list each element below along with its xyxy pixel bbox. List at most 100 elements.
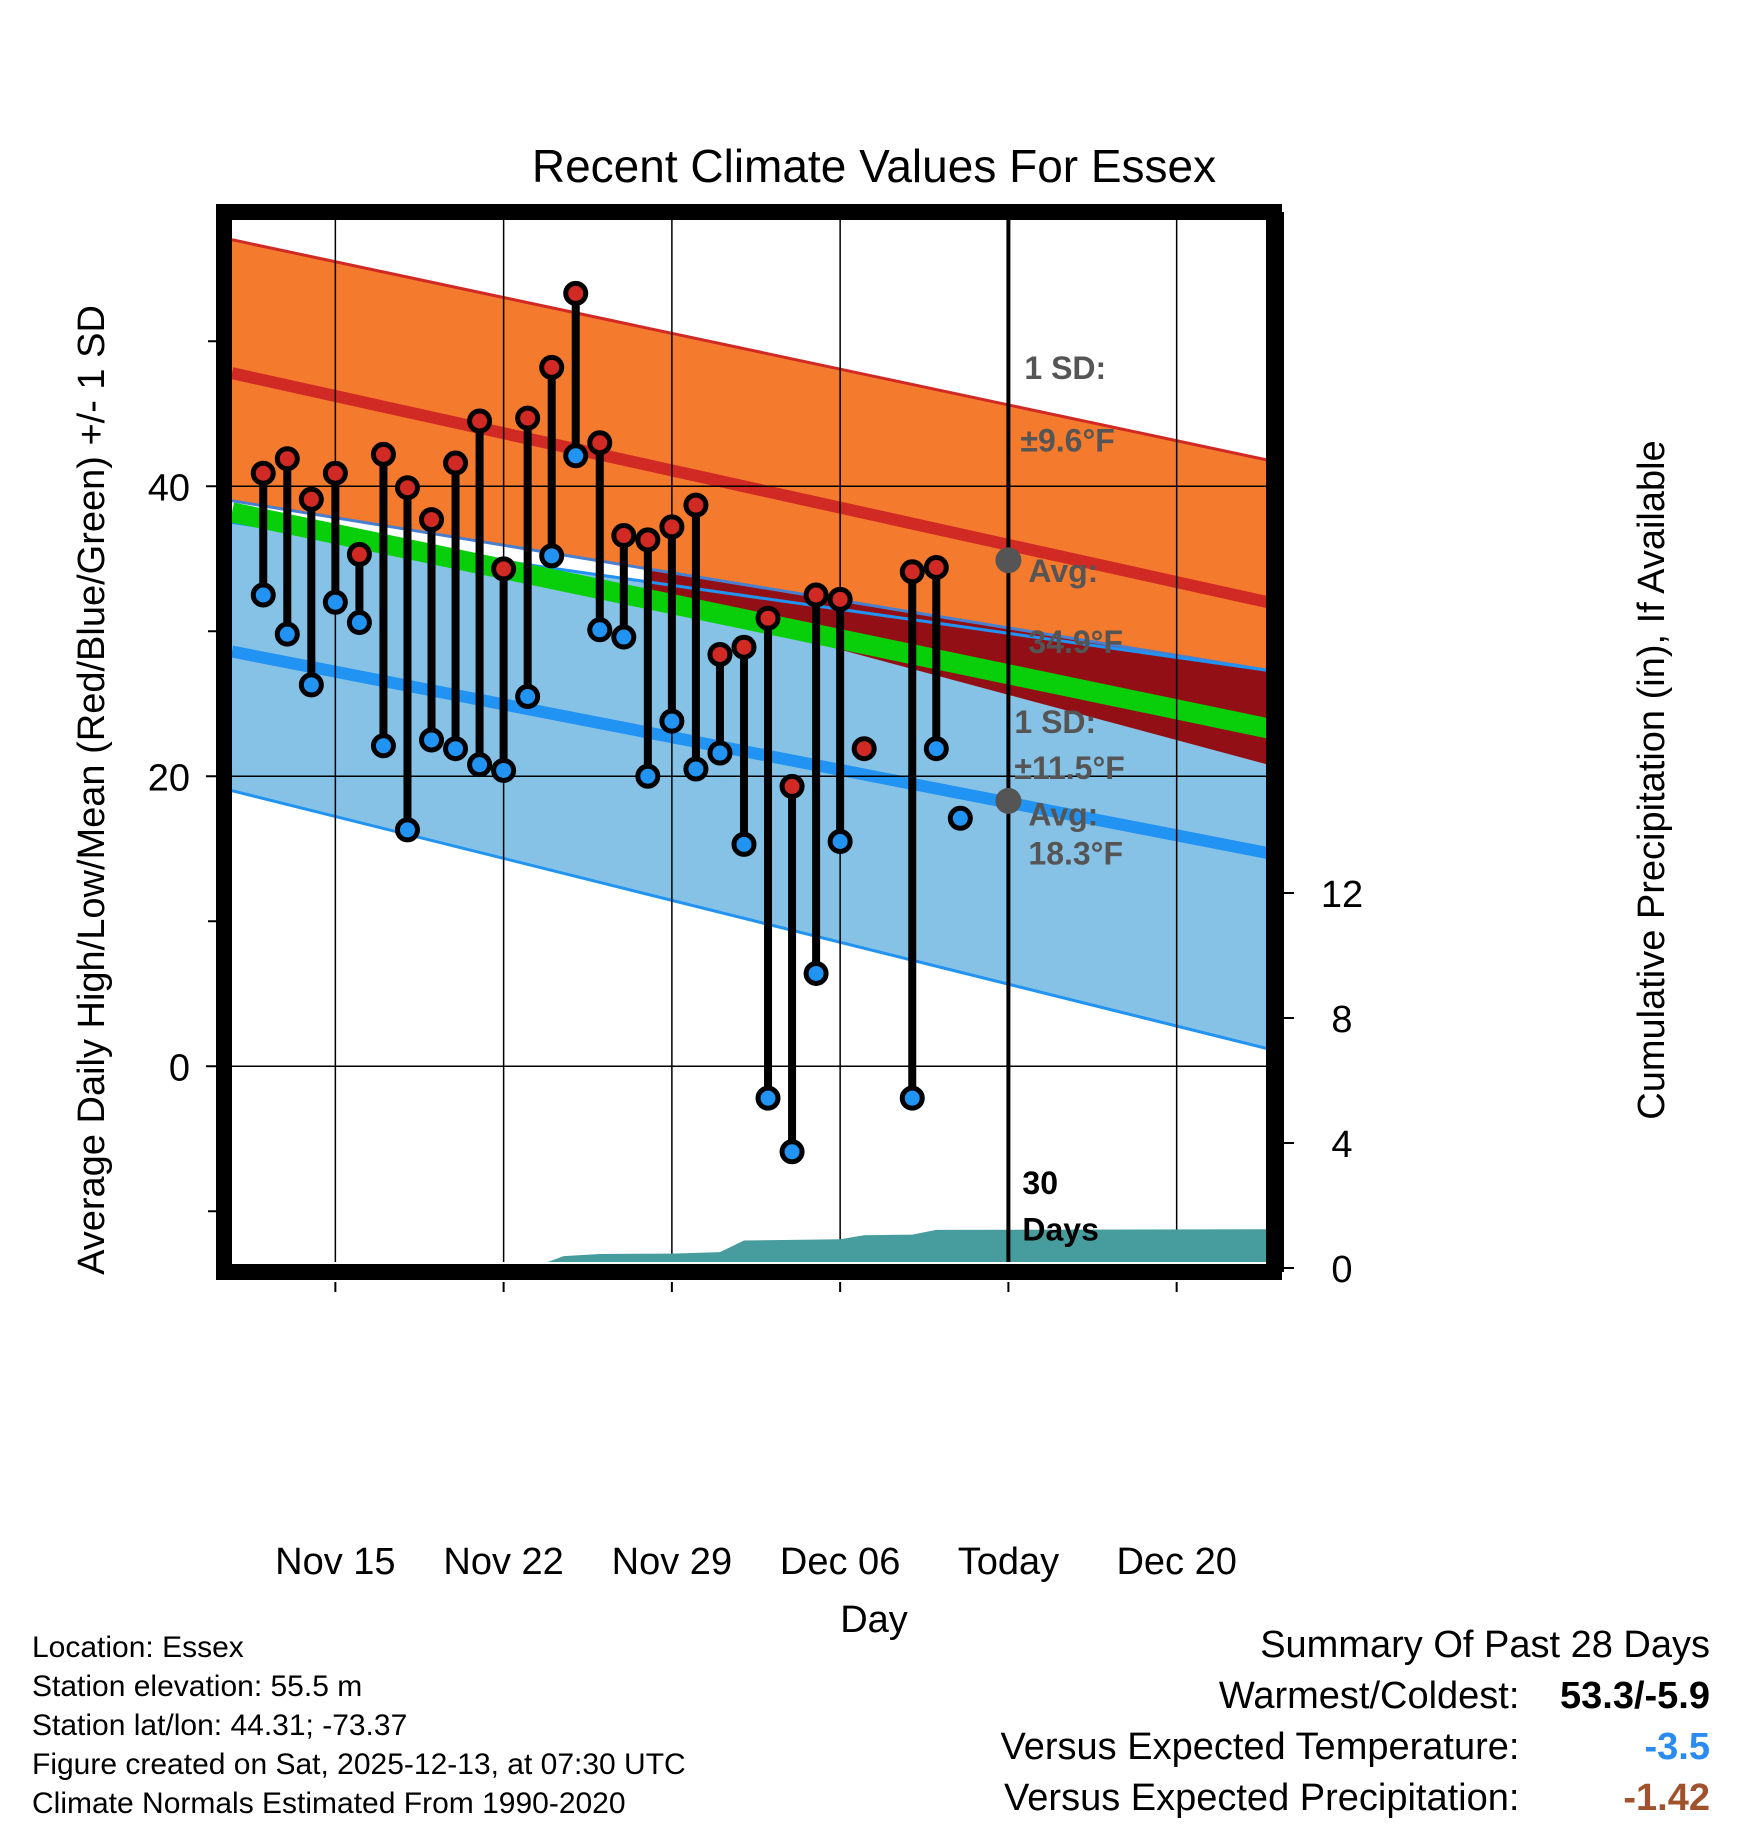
y-axis-label-right: Cumulative Precipitation (in), If Availa… [1631,440,1673,1119]
summary-heading: Summary Of Past 28 Days [1260,1624,1710,1666]
summary-precip-value: -1.42 [1623,1777,1710,1819]
low-sd-title: 1 SD: [1014,704,1096,740]
today-high-avg-marker [995,547,1022,574]
low-avg-title: Avg: [1028,797,1098,833]
daily-high-point [923,554,949,580]
figure-created: Figure created on Sat, 2025-12-13, at 07… [32,1748,686,1781]
y-tick-label-left-1: 20 [148,757,190,799]
low-avg-value: 18.3°F [1028,836,1123,872]
daily-low-point [827,829,853,854]
plot-area [232,218,1268,1262]
summary-warmest-row: Warmest/Coldest: 53.3/-5.9 [1001,1671,1710,1722]
daily-low-point [683,756,709,782]
daily-high-point [563,280,589,306]
daily-high-point [443,450,469,476]
x-axis-label: Day [840,1599,908,1641]
x-tick-label-4: Today [958,1541,1059,1583]
window-count: 30 [1022,1165,1058,1201]
daily-high-point [370,441,396,467]
summary-precip-label: Versus Expected Precipitation: [1004,1777,1520,1819]
daily-high-point [851,736,877,762]
daily-low-point [923,736,949,762]
high-sd-title: 1 SD: [1024,350,1106,386]
today-low-avg-marker [995,787,1022,814]
daily-high-point [467,408,493,434]
daily-high-point [779,773,805,799]
daily-low-point [635,763,661,789]
daily-high-point [298,486,324,512]
daily-high-point [539,354,565,380]
daily-high-point [827,586,853,612]
summary-temp-row: Versus Expected Temperature: -3.5 [1001,1722,1710,1773]
high-sd-value: ±9.6°F [1020,422,1114,458]
y-tick-label-left-2: 40 [148,467,190,509]
summary-temp-value: -3.5 [1644,1726,1710,1768]
daily-low-point [731,831,757,857]
summary-panel: Summary Of Past 28 Days Warmest/Coldest:… [1001,1620,1710,1824]
daily-low-point [899,1085,925,1111]
daily-high-point [274,446,300,472]
y-tick-label-right-2: 8 [1331,999,1352,1041]
station-info: Location: Essex Station elevation: 55.5 … [32,1628,686,1823]
high-avg-value: 34.9°F [1028,624,1123,660]
daily-high-point [899,559,925,585]
daily-low-point [491,757,517,783]
summary-warmest-value: 53.3/-5.9 [1560,1675,1710,1717]
summary-precip-row: Versus Expected Precipitation: -1.42 [1001,1773,1710,1824]
station-location: Location: Essex [32,1631,244,1664]
daily-low-point [274,621,300,647]
daily-low-point [587,617,613,643]
daily-high-point [611,523,637,549]
daily-low-point [394,817,420,843]
station-latlon: Station lat/lon: 44.31; -73.37 [32,1709,408,1742]
daily-low-point [298,672,324,698]
summary-warmest-label: Warmest/Coldest: [1218,1675,1520,1717]
y-tick-label-right-0: 0 [1331,1249,1352,1291]
low-sd-value: ±11.5°F [1014,750,1124,786]
daily-low-point [370,733,396,759]
daily-high-point [491,556,517,582]
daily-high-point [683,492,709,518]
y-tick-label-right-3: 12 [1321,874,1363,916]
daily-high-point [346,541,372,567]
daily-high-point [394,475,420,501]
daily-high-point [515,405,541,431]
daily-high-point [250,460,276,486]
daily-high-point [587,430,613,456]
y-axis-label-left: Average Daily High/Low/Mean (Red/Blue/Gr… [71,305,113,1275]
daily-high-point [731,634,757,660]
x-tick-label-5: Dec 20 [1116,1541,1236,1583]
daily-low-point [755,1085,781,1111]
daily-low-point [250,582,276,608]
daily-low-point [803,960,829,986]
normals-period: Climate Normals Estimated From 1990-2020 [32,1787,626,1820]
daily-high-point [707,641,733,667]
daily-low-point [443,736,469,762]
daily-low-point [346,610,372,636]
station-elevation: Station elevation: 55.5 m [32,1670,363,1703]
daily-low-point [539,543,565,569]
precip-area [547,1229,1268,1262]
daily-high-point [635,527,661,553]
chart-title: Recent Climate Values For Essex [532,140,1216,192]
summary-temp-label: Versus Expected Temperature: [1000,1726,1520,1768]
x-tick-label-2: Nov 29 [612,1541,732,1583]
daily-low-point [419,727,445,753]
high-normal-line [232,367,1268,609]
x-tick-label-3: Dec 06 [780,1541,900,1583]
daily-low-point [515,684,541,709]
daily-low-point [467,752,493,778]
daily-low-point [779,1139,805,1165]
x-tick-label-1: Nov 22 [443,1541,563,1583]
y-tick-label-left-0: 0 [169,1047,190,1089]
daily-high-point [755,605,781,631]
high-upper-edge [232,238,1268,462]
daily-low-point [563,443,589,469]
daily-high-point [322,460,348,486]
daily-low-point [322,589,348,615]
daily-low-point [947,805,973,831]
daily-high-point [803,582,829,608]
daily-low-point [707,740,733,766]
daily-low-point [611,624,637,650]
